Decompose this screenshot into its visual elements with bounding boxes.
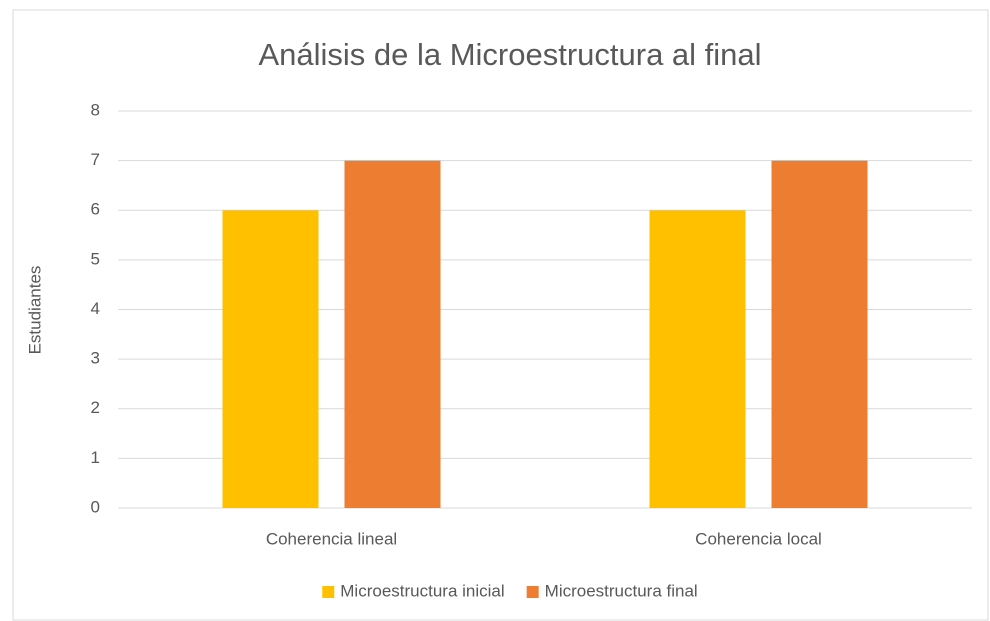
x-tick-label: Coherencia local: [695, 529, 822, 548]
y-tick-label: 5: [91, 249, 100, 268]
y-tick-label: 8: [91, 100, 100, 119]
bar: [649, 210, 746, 508]
legend-swatch: [526, 586, 539, 598]
y-tick-label: 6: [91, 200, 100, 219]
y-tick-label: 3: [91, 349, 100, 368]
bar: [344, 160, 441, 508]
y-tick-label: 2: [91, 398, 100, 417]
legend-label: Microestructura final: [545, 581, 698, 600]
legend-label: Microestructura inicial: [340, 581, 504, 600]
y-tick-label: 0: [91, 497, 100, 516]
legend-swatch: [322, 586, 335, 598]
y-tick-label: 1: [91, 448, 100, 467]
chart-title: Análisis de la Microestructura al final: [258, 37, 761, 72]
y-axis-label: Estudiantes: [25, 266, 44, 355]
bar: [771, 160, 868, 508]
y-tick-label: 4: [91, 299, 100, 318]
y-tick-label: 7: [91, 150, 100, 169]
bar: [222, 210, 319, 508]
x-tick-label: Coherencia lineal: [266, 529, 397, 548]
